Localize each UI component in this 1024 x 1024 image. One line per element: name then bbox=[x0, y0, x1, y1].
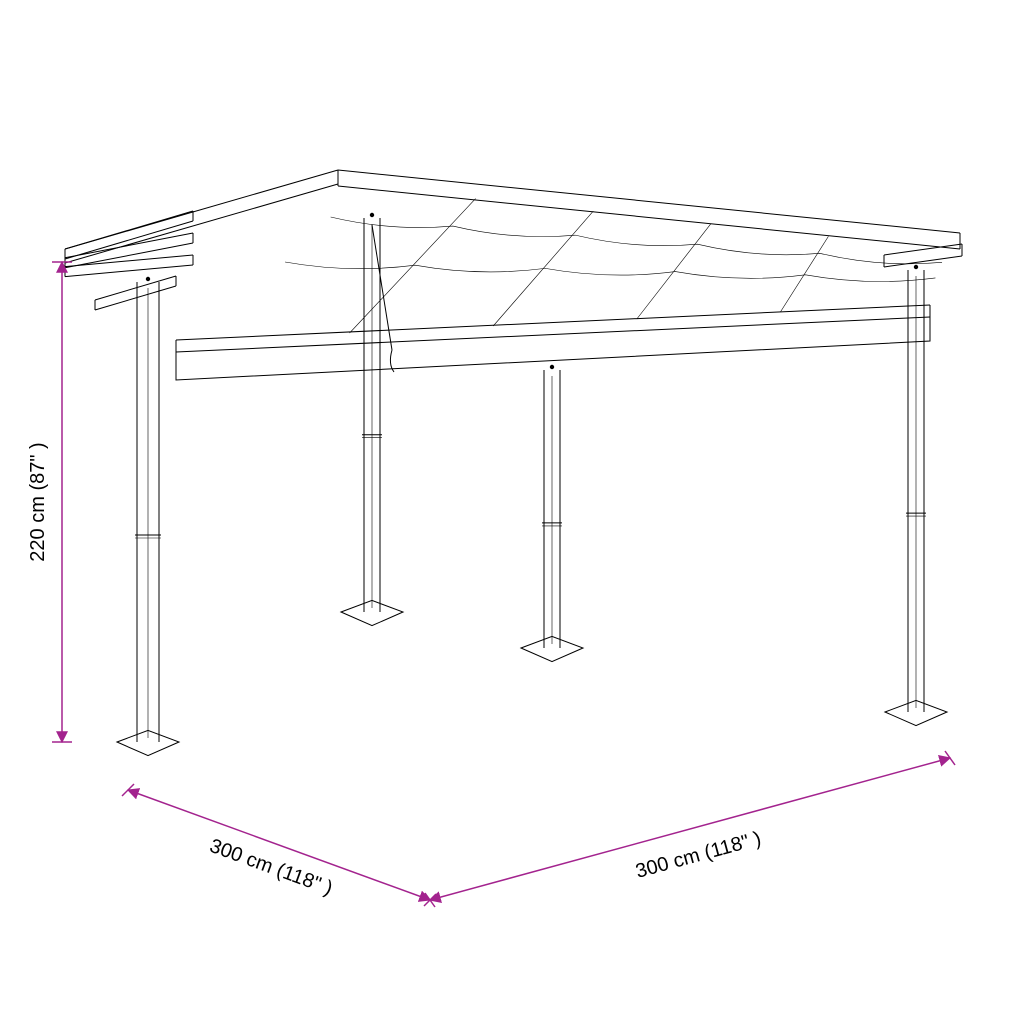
dim-label-depth: 300 cm (118" ) bbox=[207, 835, 336, 900]
dim-label-height: 220 cm (87" ) bbox=[27, 442, 49, 561]
dim-label-width: 300 cm (118" ) bbox=[633, 828, 763, 883]
pergola-dimension-diagram: 220 cm (87" ) 300 cm (118" ) 300 cm (118… bbox=[0, 0, 1024, 1024]
pergola-line-art bbox=[65, 170, 962, 756]
dimension-lines bbox=[52, 262, 955, 907]
